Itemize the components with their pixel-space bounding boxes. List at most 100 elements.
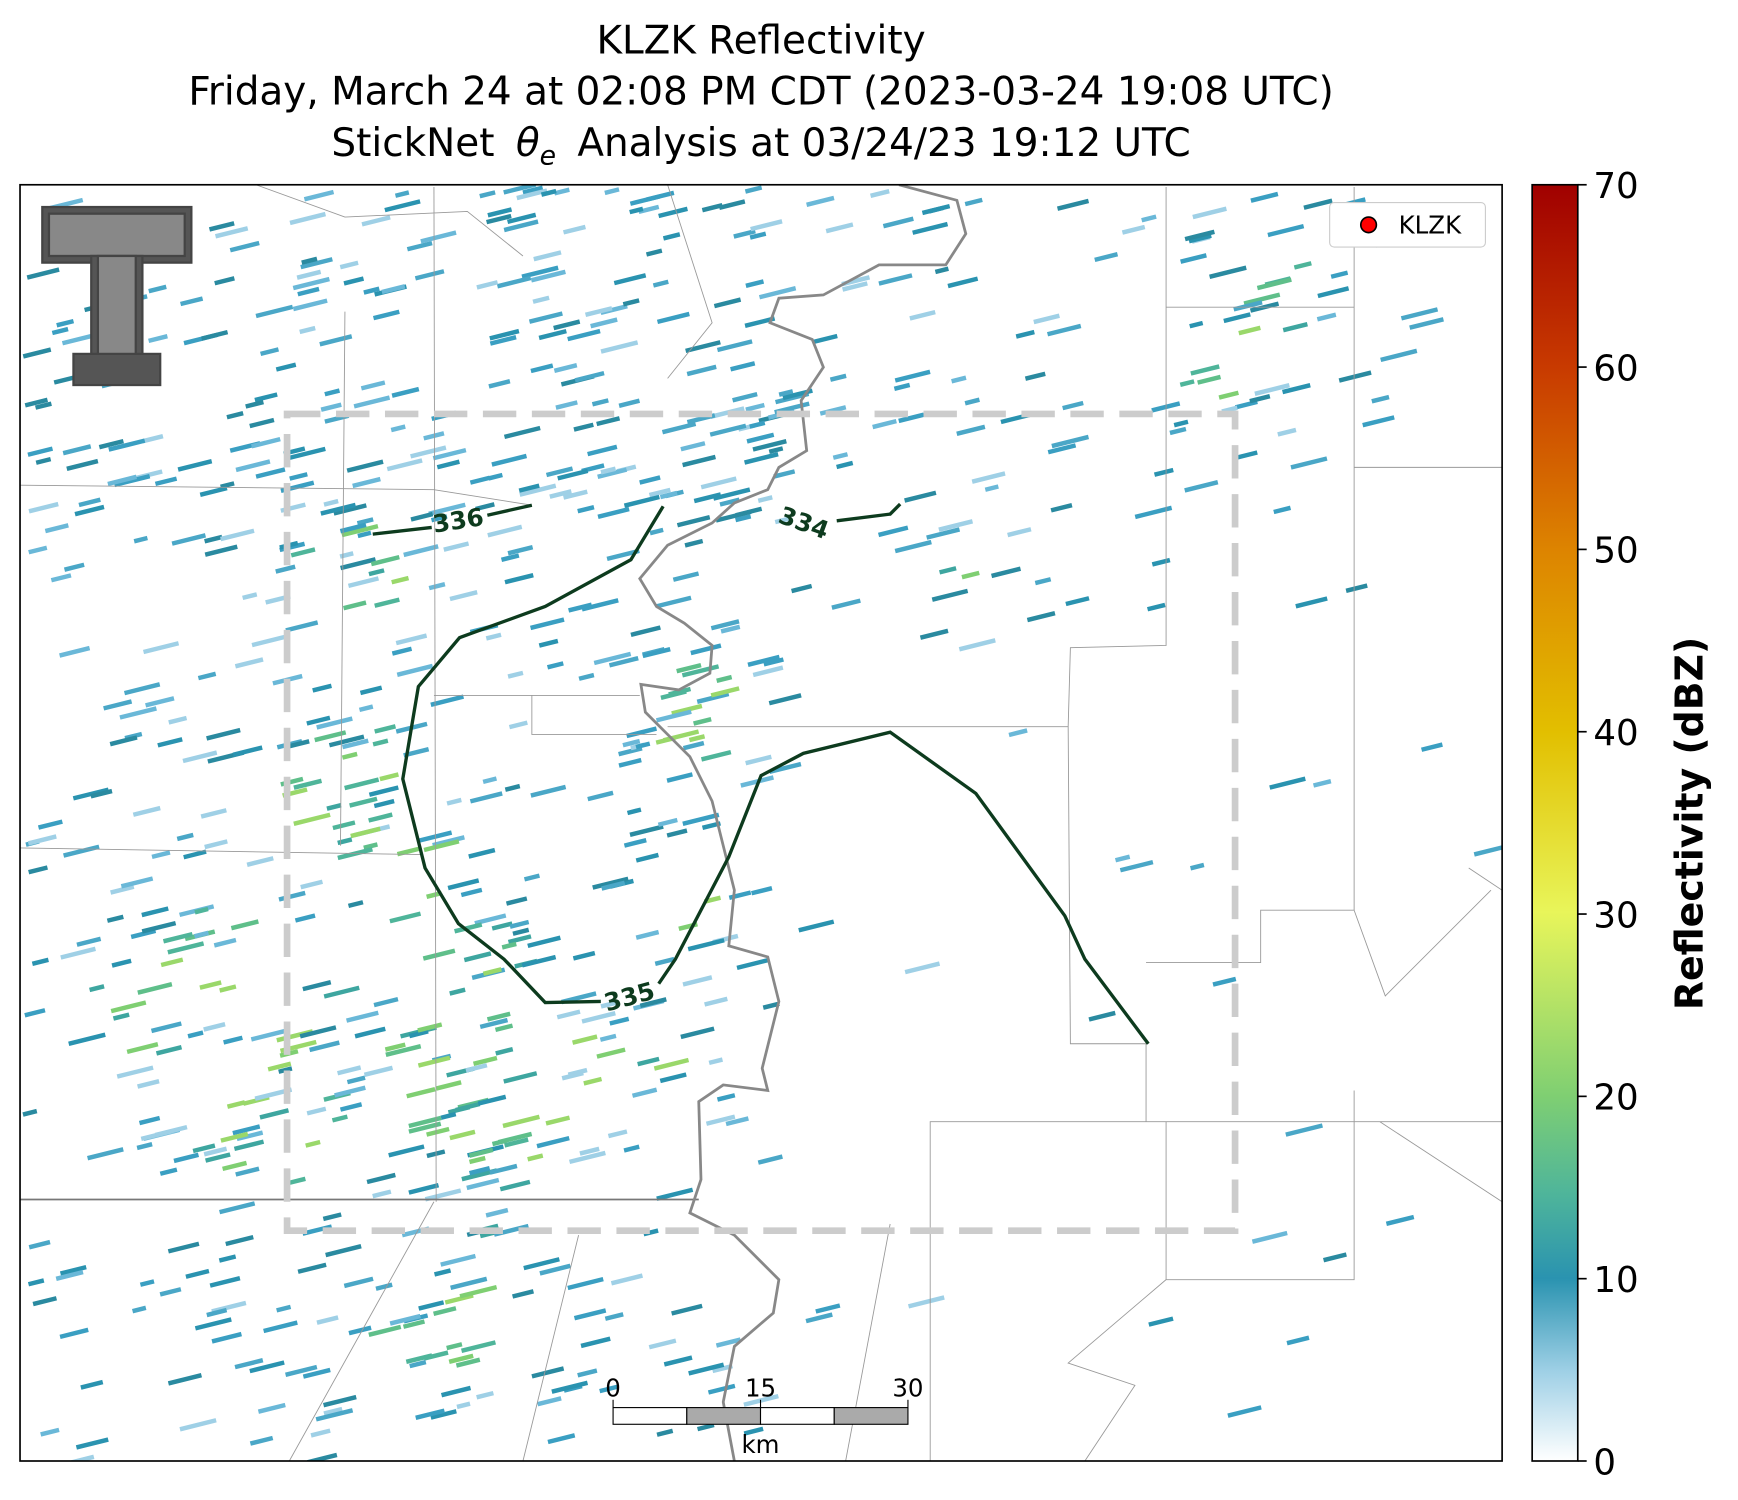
radar-echo — [235, 459, 271, 473]
radar-echo — [302, 1367, 331, 1379]
radar-echo — [76, 936, 102, 947]
radar-echo — [635, 741, 651, 750]
radar-echo — [507, 545, 534, 556]
radar-echo — [1232, 450, 1258, 461]
radar-echo — [643, 1228, 659, 1237]
radar-echo — [768, 446, 784, 454]
radar-echo — [403, 544, 439, 558]
radar-echo — [448, 1353, 474, 1364]
radar-echo — [805, 1312, 833, 1324]
radar-echo — [580, 1336, 611, 1349]
radar-echo — [485, 1207, 509, 1218]
radar-echo — [366, 1172, 396, 1185]
title-line: Friday, March 24 at 02:08 PM CDT (2023-0… — [188, 70, 1333, 115]
radar-echo — [422, 948, 456, 961]
radar-echo — [137, 1079, 160, 1089]
radar-echo — [211, 1331, 242, 1344]
radar-echo — [553, 319, 581, 331]
radar-echo — [590, 317, 618, 329]
radar-echo — [597, 467, 628, 479]
radar-echo — [938, 519, 974, 532]
radar-echo — [1254, 383, 1290, 396]
radar-echo — [306, 1106, 327, 1116]
radar-echo — [718, 199, 746, 210]
radar-echo — [390, 424, 406, 433]
radar-echo — [209, 1276, 241, 1288]
radar-echo — [194, 1317, 232, 1331]
radar-echo — [37, 819, 63, 830]
radar-echo — [623, 494, 660, 508]
radar-echo — [904, 490, 937, 503]
radar-echo — [596, 416, 621, 427]
radar-echo — [626, 807, 642, 816]
radar-echo — [119, 706, 157, 720]
radar-echo — [882, 216, 914, 229]
radar-echo — [343, 600, 367, 611]
radar-echo — [319, 334, 353, 347]
radar-echo — [1409, 317, 1444, 330]
radar-echo — [606, 548, 640, 562]
radar-echo — [285, 1364, 318, 1377]
boundaries — [20, 184, 1503, 1461]
radar-echo — [545, 1115, 571, 1126]
radar-echo — [574, 370, 605, 383]
radar-echo — [1189, 862, 1205, 871]
radar-echo — [26, 267, 60, 280]
title-text: StickNet — [331, 121, 494, 166]
scale-tick-label: 30 — [892, 1373, 923, 1402]
radar-echo — [703, 895, 722, 904]
radar-echo — [289, 211, 326, 226]
radar-echo — [1400, 307, 1439, 321]
radar-echo — [108, 438, 146, 452]
radar-echo — [204, 534, 223, 544]
radar-echo — [303, 189, 335, 202]
radar-echo — [347, 576, 379, 589]
radar-echo — [479, 1017, 509, 1030]
radar-echo — [112, 1012, 130, 1021]
radar-echo — [160, 957, 184, 968]
radar-echo — [309, 1040, 340, 1053]
radar-echo — [408, 1115, 442, 1129]
radar-echo — [894, 369, 931, 383]
radar-echo — [745, 402, 765, 412]
radar-echo — [340, 557, 377, 571]
radar-echo — [276, 1304, 292, 1313]
radar-echo — [24, 397, 49, 408]
radar-echo — [182, 750, 218, 764]
radar-echo — [719, 497, 740, 507]
radar-echo — [136, 1142, 153, 1151]
radar-echo — [299, 1025, 337, 1039]
radar-echo — [508, 720, 528, 730]
radar-echo — [391, 646, 413, 656]
radar-echo — [32, 1296, 58, 1307]
radar-echo — [499, 1179, 531, 1192]
radar-echo — [294, 913, 316, 923]
radar-echo — [275, 362, 297, 372]
radar-echo — [504, 783, 521, 792]
radar-echo — [657, 817, 678, 827]
radar-echo — [328, 734, 365, 748]
radar-echo — [208, 221, 235, 232]
radar-echo — [257, 1402, 286, 1414]
radar-echo — [725, 1116, 749, 1127]
radar-echo — [745, 279, 765, 288]
radar-echo — [536, 1135, 570, 1149]
radar-echo — [1148, 1316, 1174, 1327]
radar-echo — [494, 1023, 514, 1033]
radar-echo — [469, 475, 491, 485]
radar-echo — [61, 332, 98, 346]
radar-echo — [275, 564, 296, 574]
radar-echo — [684, 538, 704, 548]
radar-echo — [836, 460, 854, 470]
radar-echo — [151, 850, 171, 860]
radar-echo — [720, 624, 741, 634]
radar-echo — [440, 1253, 476, 1267]
radar-echo — [353, 395, 391, 409]
radar-echo — [516, 188, 548, 201]
radar-echo — [343, 1276, 374, 1289]
radar-echo — [971, 471, 1006, 484]
radar-echo — [507, 934, 532, 945]
radar-echo — [368, 1324, 402, 1337]
radar-echo — [225, 1234, 254, 1247]
radar-echo — [507, 670, 524, 679]
